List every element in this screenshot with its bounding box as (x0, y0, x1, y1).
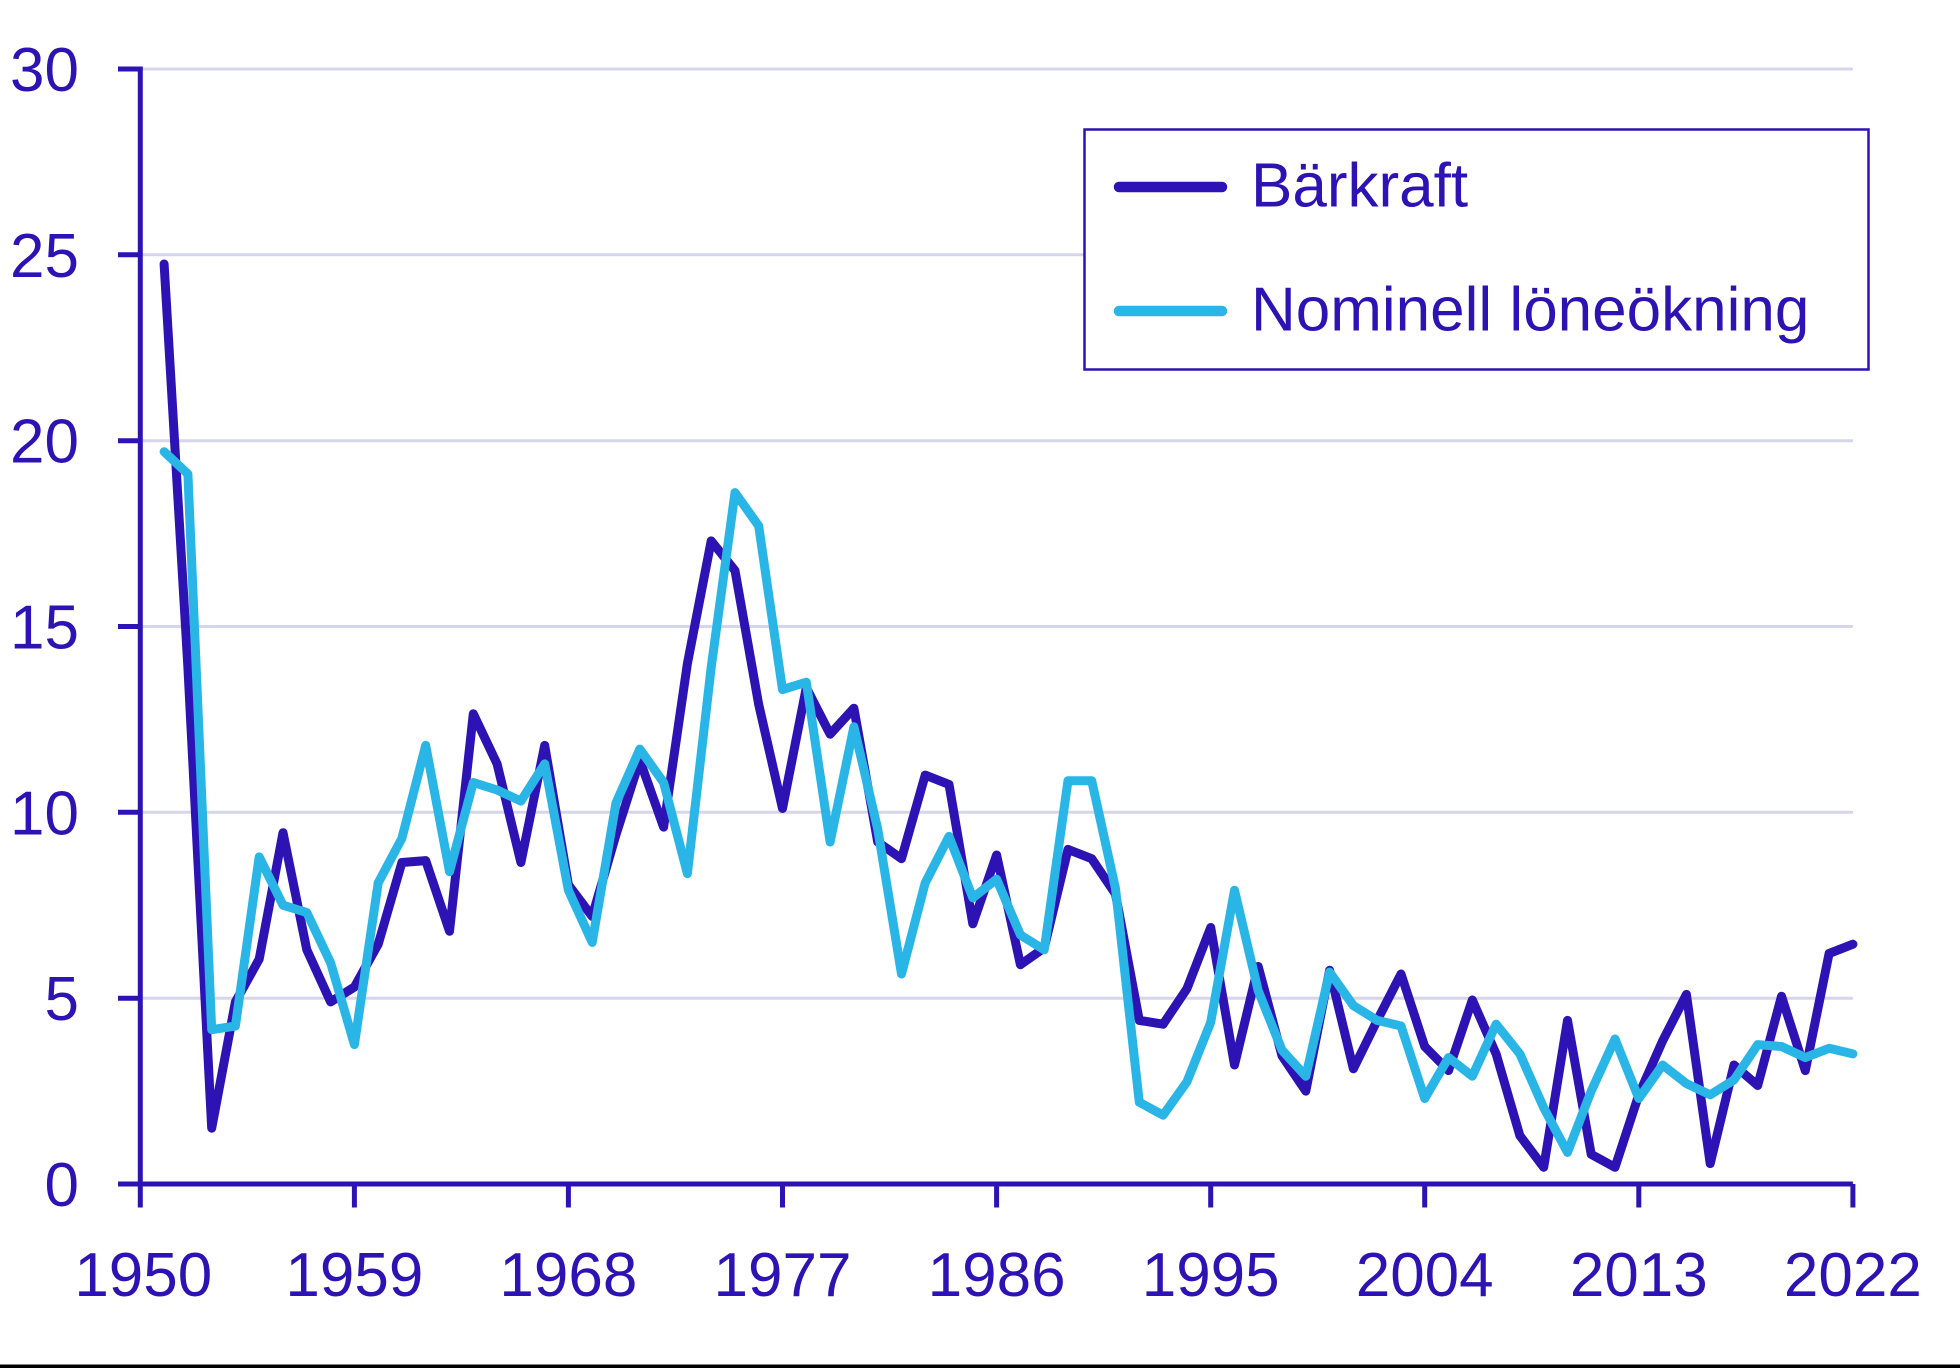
svg-text:2022: 2022 (1784, 1241, 1922, 1310)
svg-text:0: 0 (45, 1151, 79, 1220)
svg-text:1950: 1950 (74, 1241, 212, 1310)
svg-text:2013: 2013 (1570, 1241, 1708, 1310)
svg-text:1995: 1995 (1142, 1241, 1280, 1310)
svg-text:25: 25 (10, 222, 79, 291)
svg-text:1977: 1977 (714, 1241, 852, 1310)
svg-text:15: 15 (10, 594, 79, 663)
svg-text:20: 20 (10, 408, 79, 477)
svg-text:10: 10 (10, 779, 79, 848)
svg-text:2004: 2004 (1356, 1241, 1494, 1310)
svg-text:1959: 1959 (285, 1241, 423, 1310)
svg-text:Nominell löneökning: Nominell löneökning (1251, 276, 1809, 345)
svg-text:5: 5 (45, 965, 79, 1034)
svg-text:Bärkraft: Bärkraft (1251, 152, 1468, 221)
svg-text:1968: 1968 (499, 1241, 637, 1310)
svg-text:1986: 1986 (928, 1241, 1066, 1310)
svg-text:30: 30 (10, 36, 79, 105)
